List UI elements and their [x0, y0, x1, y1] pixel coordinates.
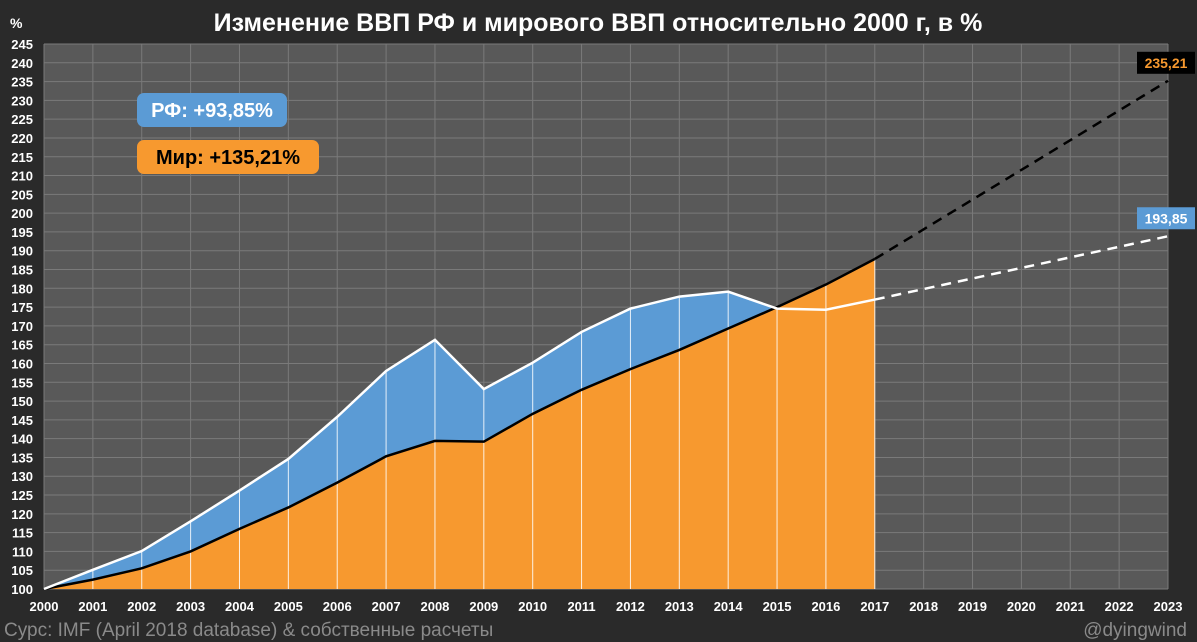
- world-area: [44, 258, 875, 589]
- y-tick-label: 240: [11, 56, 33, 71]
- x-tick-label: 2015: [763, 599, 792, 614]
- y-tick-label: 205: [11, 187, 33, 202]
- x-tick-label: 2017: [860, 599, 889, 614]
- russia-end-bg: [1137, 207, 1195, 230]
- russia-box-bg: [137, 93, 287, 127]
- y-tick-label: 200: [11, 206, 33, 221]
- y-tick-label: 185: [11, 263, 33, 278]
- x-tick-label: 2020: [1007, 599, 1036, 614]
- y-tick-label: 150: [11, 394, 33, 409]
- x-tick-label: 2012: [616, 599, 645, 614]
- x-tick-label: 2010: [518, 599, 547, 614]
- end-labels: 235,21 193,85: [1137, 51, 1195, 230]
- x-tick-label: 2023: [1154, 599, 1183, 614]
- world-box-bg: [137, 140, 319, 174]
- x-tick-label: 2001: [78, 599, 107, 614]
- y-tick-label: 120: [11, 507, 33, 522]
- x-tick-label: 2016: [811, 599, 840, 614]
- x-tick-label: 2008: [420, 599, 449, 614]
- russia-end-label: 193,85: [1145, 210, 1188, 226]
- x-tick-label: 2018: [909, 599, 938, 614]
- x-tick-label: 2011: [567, 599, 595, 614]
- x-tick-label: 2009: [469, 599, 498, 614]
- x-tick-label: 2013: [665, 599, 694, 614]
- x-tick-label: 2006: [323, 599, 352, 614]
- y-tick-label: 115: [12, 526, 33, 541]
- y-tick-label: 245: [11, 37, 33, 52]
- y-tick-label: 175: [11, 300, 33, 315]
- y-tick-label: 130: [11, 469, 33, 484]
- world-projection-line: [874, 79, 1169, 261]
- y-tick-label: 170: [11, 319, 33, 334]
- annotations: РФ: +93,85% Мир: +135,21%: [137, 93, 319, 174]
- y-tick-label: 225: [11, 112, 33, 127]
- x-tick-label: 2019: [958, 599, 987, 614]
- y-tick-label: 125: [11, 488, 33, 503]
- x-tick-label: 2002: [127, 599, 156, 614]
- x-axis-ticks: 2000 2001 2002 2003 2004 2005 2006 2007 2008 2009…: [30, 599, 1183, 614]
- x-tick-label: 2004: [225, 599, 255, 614]
- y-tick-label: 135: [11, 450, 33, 465]
- x-tick-label: 2022: [1105, 599, 1134, 614]
- y-tick-label: 100: [11, 582, 33, 597]
- x-tick-label: 2000: [30, 599, 59, 614]
- x-tick-label: 2005: [274, 599, 303, 614]
- y-tick-label: 195: [11, 225, 33, 240]
- y-tick-label: 190: [11, 244, 33, 259]
- russia-line: [43, 290, 876, 591]
- world-end-label: 235,21: [1145, 55, 1188, 71]
- y-tick-label: 230: [11, 93, 33, 108]
- y-tick-label: 140: [11, 432, 33, 447]
- y-tick-label: 235: [11, 75, 33, 90]
- x-tick-label: 2021: [1056, 599, 1085, 614]
- series-lines: [43, 79, 1169, 591]
- world-box-label: Мир: +135,21%: [156, 147, 300, 169]
- y-axis-ticks: 100 105 110 115 120 125 130 135 140 145 150 155 160 1…: [11, 37, 33, 597]
- world-line: [43, 257, 876, 591]
- source-text: Сурс: IMF (April 2018 database) & собств…: [4, 620, 493, 641]
- x-tick-label: 2007: [372, 599, 401, 614]
- y-tick-label: 145: [11, 413, 33, 428]
- y-axis-unit: %: [10, 15, 23, 31]
- y-tick-label: 110: [12, 544, 33, 559]
- author-text: @dyingwind: [1083, 620, 1187, 641]
- russia-box-label: РФ: +93,85%: [151, 100, 273, 122]
- y-tick-label: 220: [11, 131, 33, 146]
- y-tick-label: 180: [11, 281, 33, 296]
- y-tick-label: 210: [11, 169, 33, 184]
- y-tick-label: 155: [11, 375, 33, 390]
- chart-title: Изменение ВВП РФ и мирового ВВП относите…: [214, 9, 983, 37]
- x-tick-label: 2014: [714, 599, 744, 614]
- y-tick-label: 105: [11, 563, 33, 578]
- y-tick-label: 165: [11, 338, 33, 353]
- world-end-bg: [1137, 51, 1195, 74]
- y-tick-label: 160: [11, 356, 33, 371]
- y-tick-label: 215: [11, 150, 33, 165]
- x-tick-label: 2003: [176, 599, 205, 614]
